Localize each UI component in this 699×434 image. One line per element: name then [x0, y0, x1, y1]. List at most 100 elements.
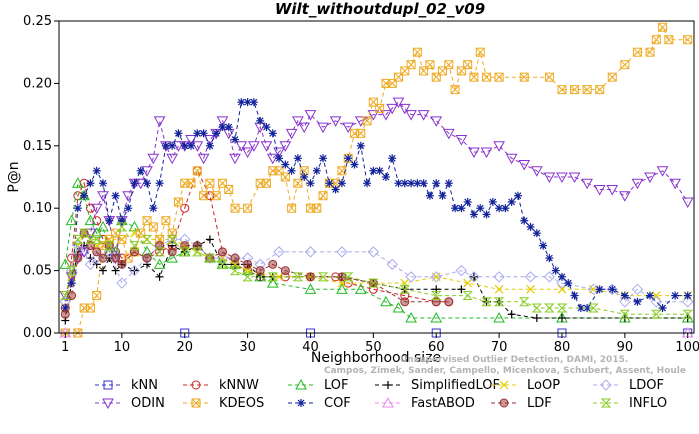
data-point	[606, 283, 618, 296]
data-point	[153, 116, 166, 127]
data-point	[551, 266, 560, 275]
data-point	[557, 284, 567, 294]
x-tick-label: 50	[365, 340, 382, 355]
legend-label: KDEOS	[219, 396, 264, 411]
data-point	[141, 234, 153, 244]
data-point	[329, 116, 342, 127]
data-point	[216, 116, 229, 127]
data-point	[645, 47, 655, 57]
data-point	[304, 283, 317, 294]
data-point	[524, 271, 537, 283]
data-point	[306, 179, 315, 188]
data-point	[543, 271, 556, 283]
data-point	[386, 258, 398, 271]
x-tick-label: 10	[114, 340, 131, 355]
data-point	[480, 147, 493, 159]
data-point	[148, 222, 158, 232]
data-point	[588, 303, 599, 313]
data-point	[281, 160, 290, 169]
data-point	[218, 123, 227, 132]
data-point	[261, 178, 271, 188]
data-point	[300, 173, 309, 181]
data-point	[72, 177, 84, 188]
data-point	[570, 291, 579, 300]
data-point	[488, 197, 497, 206]
data-point	[450, 85, 460, 95]
data-point	[392, 97, 405, 109]
data-point	[455, 264, 468, 277]
legend-label: LOF	[324, 378, 349, 393]
data-point	[539, 241, 548, 250]
data-point	[407, 179, 416, 188]
data-point	[337, 166, 347, 176]
data-point	[430, 116, 443, 127]
data-point	[494, 284, 504, 294]
data-point	[482, 72, 492, 82]
data-point	[442, 128, 455, 140]
data-point	[67, 291, 77, 301]
data-point	[419, 179, 428, 188]
data-point	[273, 147, 285, 159]
series-line-ldof	[64, 238, 688, 303]
data-point	[607, 72, 617, 82]
legend-marker	[297, 399, 305, 407]
data-point	[520, 216, 529, 225]
data-point	[683, 291, 692, 300]
data-point	[343, 272, 354, 282]
data-point	[287, 166, 296, 175]
series-line-cof	[64, 101, 688, 309]
data-point	[255, 266, 265, 276]
data-point	[444, 60, 454, 70]
legend-marker	[103, 380, 113, 390]
data-point	[143, 179, 152, 188]
data-point	[317, 122, 329, 134]
data-point	[262, 123, 271, 132]
data-point	[363, 179, 372, 188]
series-line-ldf	[64, 231, 449, 315]
data-point	[116, 277, 128, 289]
legend-entry-kdeos: KDEOS	[183, 396, 264, 411]
data-point	[412, 47, 422, 57]
data-point	[631, 283, 644, 296]
data-point	[205, 178, 215, 188]
data-point	[65, 214, 78, 226]
data-point	[304, 110, 317, 121]
data-point	[268, 259, 278, 269]
x-tick-label: 60	[428, 340, 445, 355]
data-point	[212, 129, 221, 138]
legend-entry-odin: ODIN	[95, 396, 165, 411]
data-point	[130, 179, 139, 188]
data-point	[166, 153, 179, 165]
legend-entry-ldf: LDF	[491, 396, 552, 411]
data-point	[417, 110, 430, 121]
data-point	[128, 220, 141, 232]
x-tick-label: 1	[61, 340, 69, 355]
data-point	[398, 103, 411, 115]
data-point	[153, 258, 166, 269]
data-point	[425, 191, 434, 200]
data-point	[72, 234, 84, 244]
legend-marker	[191, 398, 201, 408]
data-point	[224, 123, 233, 132]
data-point	[129, 241, 140, 251]
data-point	[392, 302, 405, 313]
data-point	[229, 153, 241, 165]
data-point	[242, 272, 253, 282]
data-point	[658, 22, 668, 32]
data-point	[631, 178, 644, 190]
data-point	[619, 309, 631, 319]
data-point	[644, 172, 656, 184]
data-point	[73, 253, 83, 263]
y-tick-label: 0.00	[23, 326, 52, 341]
data-point	[494, 72, 504, 82]
data-point	[664, 35, 674, 45]
data-point	[669, 178, 681, 190]
data-point	[342, 122, 355, 134]
series-cof	[61, 98, 692, 313]
data-point	[287, 203, 297, 213]
data-point	[582, 85, 592, 95]
data-point	[399, 284, 410, 294]
data-point	[431, 291, 442, 301]
data-point	[317, 272, 329, 282]
data-point	[90, 203, 103, 215]
